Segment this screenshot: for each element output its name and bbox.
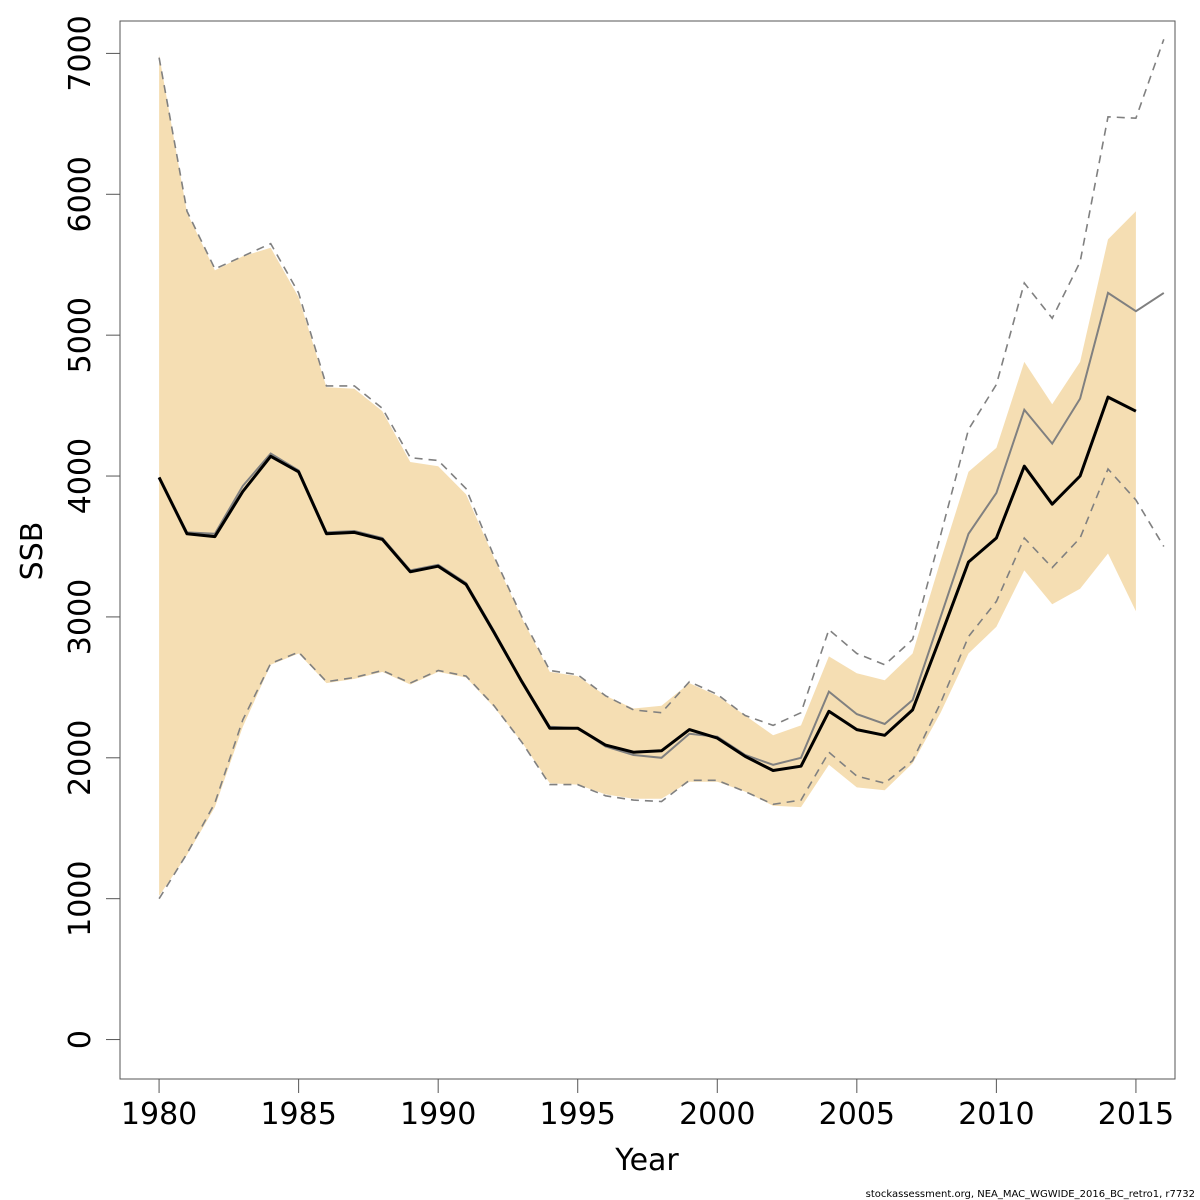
- plot-area: [157, 39, 1165, 900]
- y-tick-label: 0: [63, 1030, 98, 1049]
- x-tick-label: 1995: [540, 1097, 616, 1132]
- y-tick-label: 5000: [63, 297, 98, 373]
- x-tick-label: 1990: [400, 1097, 476, 1132]
- y-axis-title: SSB: [15, 522, 50, 581]
- retro-upper-ci-line: [158, 39, 1165, 727]
- credit-text: stockassessment.org, NEA_MAC_WGWIDE_2016…: [866, 1189, 1195, 1200]
- x-axis-title: Year: [614, 1143, 679, 1178]
- y-axis: 0 1000 2000 3000 4000 5000 6000 7000: [63, 15, 121, 1049]
- x-tick-label: 2000: [679, 1097, 755, 1132]
- retro-lower-ci-line: [158, 467, 1165, 900]
- y-tick-label: 4000: [63, 438, 98, 514]
- y-tick-label: 7000: [63, 15, 98, 91]
- y-tick-label: 1000: [63, 860, 98, 936]
- ssb-estimate-line: [157, 395, 1137, 772]
- x-tick-label: 2010: [958, 1097, 1034, 1132]
- y-tick-label: 2000: [63, 720, 98, 796]
- x-tick-label: 1980: [121, 1097, 197, 1132]
- y-tick-label: 6000: [63, 156, 98, 232]
- x-axis: 1980 1985 1990 1995 2000 2005 2010 2015: [121, 1078, 1174, 1132]
- x-tick-label: 1985: [260, 1097, 336, 1132]
- x-tick-label: 2005: [819, 1097, 895, 1132]
- confidence-band: [159, 54, 1136, 896]
- y-tick-label: 3000: [63, 579, 98, 655]
- x-tick-label: 2015: [1098, 1097, 1174, 1132]
